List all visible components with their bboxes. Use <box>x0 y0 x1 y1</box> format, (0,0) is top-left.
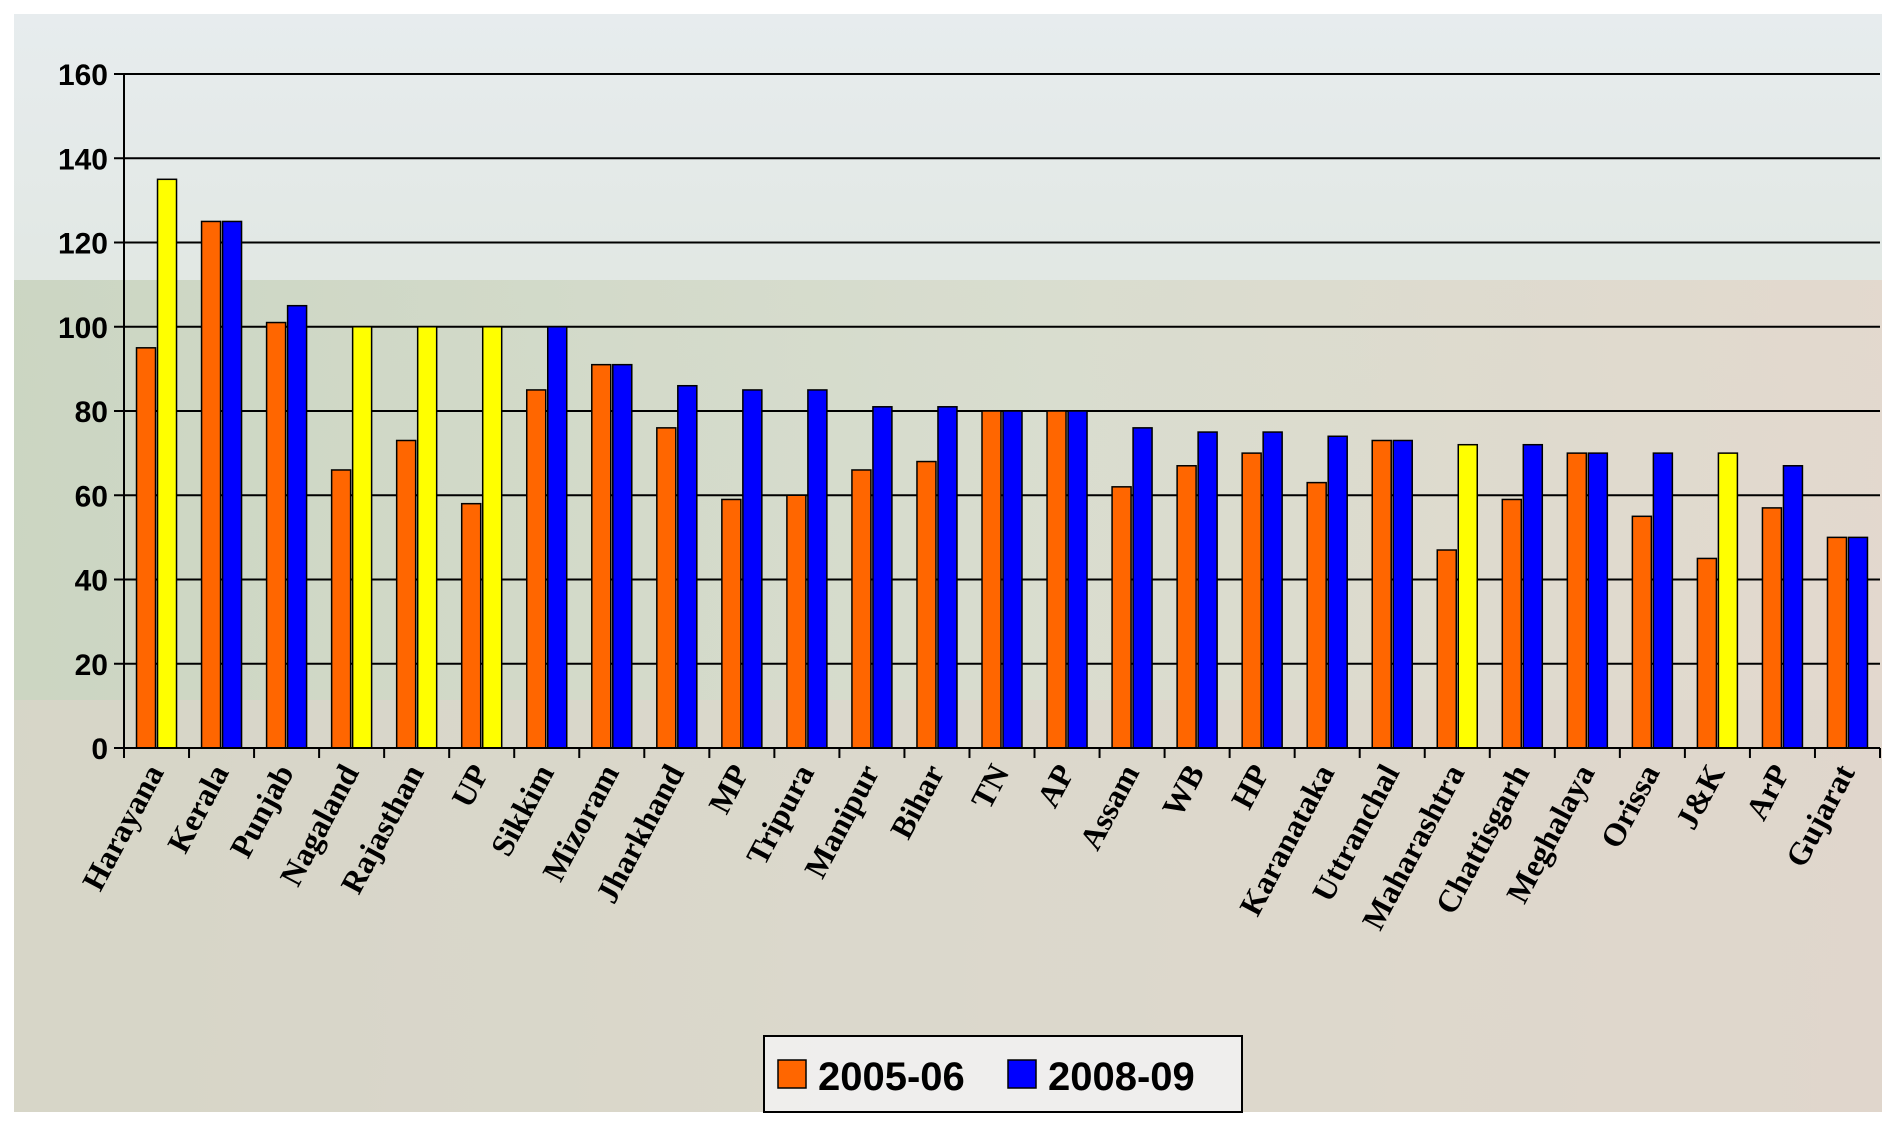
y-tick-label: 120 <box>58 228 108 261</box>
gridlines <box>114 73 1880 749</box>
bar-2008-09-tripura <box>807 389 828 749</box>
bar-2005-06-orissa <box>1631 515 1653 749</box>
bar-2005-06-assam <box>1111 486 1132 749</box>
bar-2008-09-jharkhand <box>677 384 698 749</box>
bar-2005-06-kerala <box>200 220 222 749</box>
bar-2008-09-up <box>481 326 503 749</box>
bar-2008-09-kerala <box>221 220 243 749</box>
bar-2005-06-manipur <box>851 469 872 749</box>
bar-2005-06-harayana <box>135 347 157 749</box>
bar-2005-06-jk <box>1696 557 1718 749</box>
bar-2008-09-wb <box>1197 431 1218 749</box>
bar-2008-09-jk <box>1717 452 1739 749</box>
bar-2005-06-sikkim <box>525 389 547 749</box>
legend-swatch <box>777 1059 807 1089</box>
bar-2008-09-karanataka <box>1327 435 1348 749</box>
bar-2008-09-assam <box>1132 427 1153 749</box>
bar-2005-06-tripura <box>786 494 807 749</box>
bar-2008-09-orissa <box>1652 452 1674 749</box>
legend-swatch <box>1007 1059 1037 1089</box>
bar-2008-09-meghalaya <box>1587 452 1609 749</box>
bar-2008-09-bihar <box>937 406 958 749</box>
bar-2005-06-jharkhand <box>656 427 677 749</box>
bar-2005-06-chattisgarh <box>1501 498 1523 749</box>
bar-2005-06-gujarat <box>1826 536 1848 749</box>
bar-2008-09-tn <box>1002 410 1023 749</box>
bar-2005-06-bihar <box>916 460 937 749</box>
y-tick-label: 160 <box>58 59 108 92</box>
bar-2008-09-harayana <box>156 178 178 749</box>
bar-2008-09-punjab <box>286 304 308 749</box>
bar-2008-09-manipur <box>872 406 893 749</box>
y-tick-label: 60 <box>75 480 108 513</box>
bar-2008-09-nagaland <box>351 326 373 749</box>
bar-2005-06-up <box>460 502 482 749</box>
bar-2005-06-wb <box>1176 465 1197 749</box>
legend-box <box>763 1035 1243 1113</box>
bar-2005-06-ap <box>1046 410 1067 749</box>
bar-2005-06-mizoram <box>591 363 612 749</box>
bar-2005-06-maharashtra <box>1436 549 1458 749</box>
bar-2005-06-nagaland <box>330 469 352 749</box>
legend: 2005-06 2008-09 <box>763 1035 1243 1113</box>
y-tick-label: 100 <box>58 312 108 345</box>
axes <box>123 74 1881 758</box>
bar-2005-06-karanataka <box>1306 481 1327 749</box>
bar-2005-06-mp <box>721 498 742 749</box>
bar-2008-09-uttranchal <box>1392 439 1413 749</box>
y-tick-label: 80 <box>75 396 108 429</box>
bar-2005-06-hp <box>1241 452 1262 749</box>
bar-2008-09-sikkim <box>546 326 568 749</box>
bar-2005-06-punjab <box>265 321 287 749</box>
legend-label: 2008-09 <box>1048 1055 1195 1099</box>
bar-2005-06-meghalaya <box>1566 452 1588 749</box>
bar-2008-09-chattisgarh <box>1522 443 1544 749</box>
y-tick-label: 20 <box>75 649 108 682</box>
bar-2008-09-arp <box>1782 465 1804 749</box>
bar-2008-09-ap <box>1067 410 1088 749</box>
bar-2005-06-uttranchal <box>1371 439 1392 749</box>
bar-2008-09-gujarat <box>1847 536 1869 749</box>
bar-2005-06-rajasthan <box>395 439 417 749</box>
y-tick-label: 0 <box>91 733 108 766</box>
bars <box>135 178 1869 749</box>
bar-2008-09-hp <box>1262 431 1283 749</box>
bar-2008-09-maharashtra <box>1457 443 1479 749</box>
bar-2005-06-tn <box>981 410 1002 749</box>
bar-2008-09-mp <box>742 389 763 749</box>
y-tick-label: 140 <box>58 143 108 176</box>
y-tick-labels: 0 20 40 60 80 100 120 140 160 <box>58 59 108 766</box>
bar-2005-06-arp <box>1761 507 1783 749</box>
bar-2008-09-rajasthan <box>416 326 438 749</box>
legend-label: 2005-06 <box>818 1055 965 1099</box>
y-tick-label: 40 <box>75 565 108 598</box>
bar-2008-09-mizoram <box>612 363 633 749</box>
